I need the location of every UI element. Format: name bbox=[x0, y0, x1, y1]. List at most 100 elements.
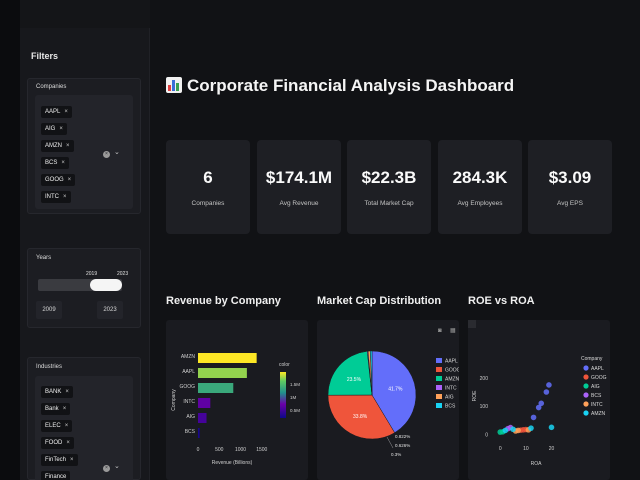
company-chip[interactable]: INTC × bbox=[41, 191, 71, 203]
company-chip[interactable]: AMZN × bbox=[41, 140, 74, 152]
metric-label: Avg EPS bbox=[557, 200, 583, 207]
metric-card: $3.09 Avg EPS bbox=[528, 140, 612, 234]
x-tick-label: 1500 bbox=[256, 447, 267, 453]
years-slider-range[interactable] bbox=[90, 279, 122, 291]
market-cap-pie-chart: ◙ ▦ 41.7% 33.8% 23.5% 0.822% 0.626% 0.3% AAPL GOO… bbox=[327, 328, 461, 457]
companies-label: Companies bbox=[36, 84, 67, 90]
legend-title: Company bbox=[581, 356, 603, 362]
chip-remove-icon[interactable]: × bbox=[62, 406, 67, 412]
expand-icon bbox=[468, 320, 476, 328]
industry-chip[interactable]: Bank × bbox=[41, 403, 71, 415]
slice-label: 41.7% bbox=[388, 387, 403, 393]
industry-chip[interactable]: FOOD × bbox=[41, 437, 74, 449]
legend-label: BCS bbox=[445, 404, 456, 410]
bar-chart-icon bbox=[166, 77, 182, 93]
industry-chip[interactable]: ELEC × bbox=[41, 420, 73, 432]
slice-label: 33.8% bbox=[353, 414, 368, 420]
chip-remove-icon[interactable]: × bbox=[70, 457, 74, 463]
metric-card: $22.3B Total Market Cap bbox=[347, 140, 431, 234]
company-chip[interactable]: AAPL × bbox=[41, 106, 72, 118]
legend-swatch bbox=[436, 394, 442, 399]
chip-remove-icon[interactable]: × bbox=[66, 440, 70, 446]
y-tick-label: 100 bbox=[480, 404, 489, 410]
company-chip[interactable]: GOOG × bbox=[41, 174, 76, 186]
legend-marker bbox=[583, 401, 589, 407]
clear-all-icon[interactable]: × bbox=[103, 151, 110, 158]
slice-label: 23.5% bbox=[347, 377, 362, 383]
scatter-point bbox=[548, 424, 555, 431]
legend-swatch bbox=[436, 403, 442, 408]
industries-filter: Industries BANK × Bank × ELEC × FOOD × FinTe… bbox=[27, 357, 141, 480]
page-title-text: Corporate Financial Analysis Dashboard bbox=[187, 76, 515, 95]
page-title: Corporate Financial Analysis Dashboard bbox=[166, 76, 514, 96]
legend-label: AAPL bbox=[445, 359, 458, 365]
legend-marker bbox=[583, 374, 589, 380]
metric-value: 284.3K bbox=[452, 168, 508, 187]
scatter-point bbox=[502, 427, 509, 434]
chip-remove-icon[interactable]: × bbox=[67, 177, 72, 183]
chip-remove-icon[interactable]: × bbox=[64, 423, 69, 429]
legend-label: AIG bbox=[591, 384, 600, 390]
year-max-box: 2023 bbox=[97, 301, 123, 319]
industry-chip[interactable]: Finance bbox=[41, 471, 71, 480]
industry-chip[interactable]: FinTech × bbox=[41, 454, 78, 466]
revenue-bar-chart: Company AMZN AAPL GOOG INTC AIG BCS 0 500 1000 150… bbox=[171, 353, 300, 466]
y-tick-label: AMZN bbox=[181, 354, 196, 360]
industries-multiselect[interactable]: BANK × Bank × ELEC × FOOD × FinTech × Finance… bbox=[35, 376, 133, 480]
metric-card: 6 Companies bbox=[166, 140, 250, 234]
sidebar-header bbox=[20, 0, 150, 28]
pie-slice bbox=[371, 350, 417, 434]
metric-card: $174.1M Avg Revenue bbox=[257, 140, 341, 234]
label-leader-line bbox=[386, 436, 394, 449]
y-tick-label: GOOG bbox=[179, 384, 195, 390]
years-label: Years bbox=[36, 255, 52, 261]
colorbar-title: color bbox=[279, 362, 290, 368]
pie-slice bbox=[327, 350, 373, 396]
x-tick-label: 0 bbox=[499, 446, 502, 452]
scatter-point bbox=[510, 426, 516, 433]
y-axis-label: Company bbox=[171, 389, 177, 411]
chip-remove-icon[interactable]: × bbox=[65, 389, 69, 395]
metric-label: Avg Employees bbox=[457, 200, 503, 207]
legend-swatch bbox=[436, 367, 442, 372]
company-chip[interactable]: AIG × bbox=[41, 123, 67, 135]
y-tick-label: BCS bbox=[185, 429, 196, 435]
bar bbox=[198, 353, 257, 363]
x-tick-label: 1000 bbox=[235, 447, 246, 453]
legend-label: BCS bbox=[591, 393, 602, 399]
companies-multiselect[interactable]: AAPL × AIG × AMZN × BCS × GOOG × INTC × × ⌄ bbox=[35, 95, 133, 209]
legend-marker bbox=[583, 365, 589, 371]
scatter-point bbox=[530, 414, 537, 421]
legend-swatch bbox=[436, 376, 442, 381]
chevron-down-icon[interactable]: ⌄ bbox=[114, 149, 120, 156]
y-axis-label: ROE bbox=[472, 390, 478, 402]
legend-label: AMZN bbox=[591, 411, 606, 417]
market-cap-chart-card: ◙ ▦ 41.7% 33.8% 23.5% 0.822% 0.626% 0.3% AAPL GOO… bbox=[317, 320, 461, 480]
x-tick-label: 20 bbox=[549, 446, 555, 452]
legend-marker bbox=[583, 410, 589, 416]
camera-icon: ◙ bbox=[438, 328, 442, 334]
chart-icon: ▦ bbox=[450, 328, 456, 334]
industries-label: Industries bbox=[36, 364, 63, 370]
chip-remove-icon[interactable]: × bbox=[64, 109, 68, 115]
metric-value: $174.1M bbox=[265, 168, 333, 187]
chip-remove-icon[interactable]: × bbox=[63, 194, 67, 200]
clear-all-icon[interactable]: × bbox=[103, 465, 110, 472]
chip-remove-icon[interactable]: × bbox=[61, 160, 65, 166]
company-chip[interactable]: BCS × bbox=[41, 157, 69, 169]
x-axis-label: ROA bbox=[531, 461, 543, 467]
slider-low-value: 2019 bbox=[85, 271, 99, 277]
scatter-point bbox=[535, 404, 542, 411]
slice-label: 0.822% bbox=[395, 434, 410, 439]
year-min-box: 2009 bbox=[36, 301, 62, 319]
chevron-down-icon[interactable]: ⌄ bbox=[114, 463, 120, 470]
industry-chip[interactable]: BANK × bbox=[41, 386, 73, 398]
x-axis-label: Revenue (Billions) bbox=[212, 460, 253, 466]
colorbar bbox=[280, 372, 286, 418]
chip-remove-icon[interactable]: × bbox=[66, 143, 70, 149]
chip-remove-icon[interactable]: × bbox=[59, 126, 63, 132]
bar bbox=[198, 413, 207, 423]
metric-label: Avg Revenue bbox=[279, 200, 319, 207]
x-tick-label: 10 bbox=[523, 446, 529, 452]
scatter-point bbox=[543, 389, 550, 395]
